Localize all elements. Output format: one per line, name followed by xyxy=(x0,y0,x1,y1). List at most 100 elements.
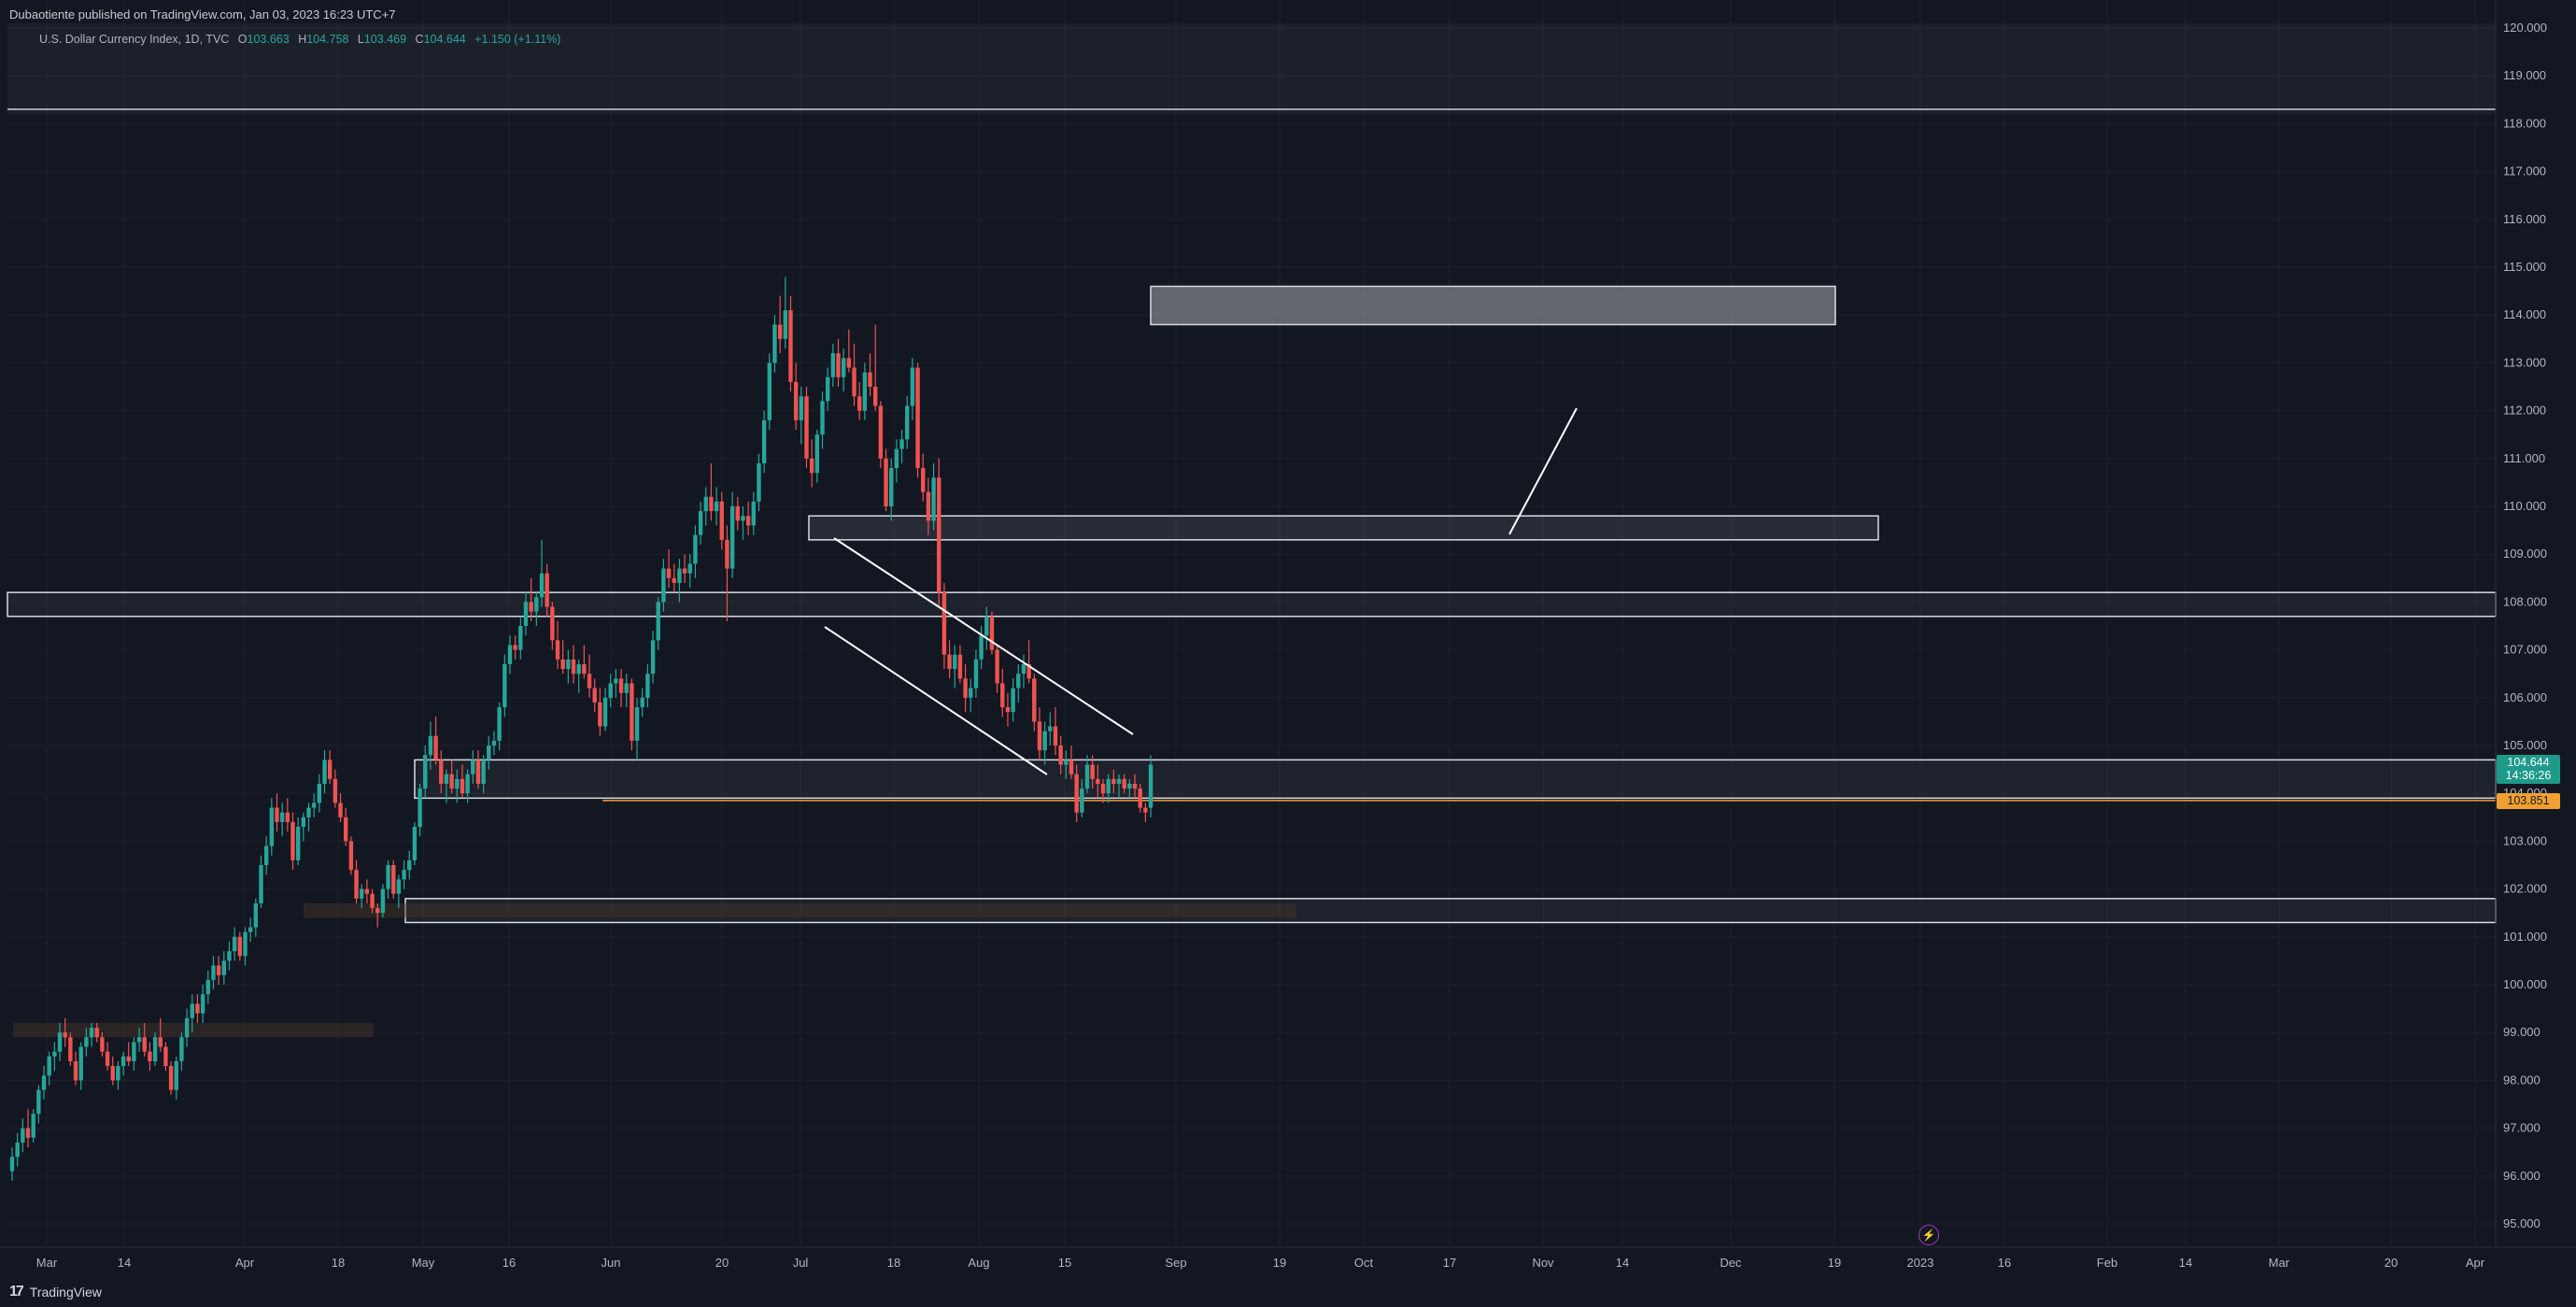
candle-body xyxy=(279,812,285,822)
zone-rect xyxy=(304,902,1296,918)
candle-body xyxy=(529,602,533,612)
candle-body xyxy=(439,760,444,784)
trendline xyxy=(833,537,1134,735)
candle-body xyxy=(608,683,613,698)
grid-layer xyxy=(7,0,2496,1247)
horizontal-line-price-tag: 103.851 xyxy=(2497,793,2560,809)
candle-body xyxy=(555,640,560,660)
candle-body xyxy=(491,740,497,746)
candle-body xyxy=(507,645,513,664)
candle-body xyxy=(729,506,735,569)
candle-body xyxy=(698,511,703,535)
candle-body xyxy=(1111,778,1116,784)
candle-body xyxy=(380,888,386,914)
x-tick-label: 14 xyxy=(2179,1256,2192,1270)
candle-body xyxy=(1069,760,1074,774)
last-price-tag: 104.644 14:36:26 xyxy=(2497,755,2560,784)
candle-body xyxy=(232,936,237,952)
tradingview-brand[interactable]: 17 TradingView xyxy=(9,1284,102,1300)
candle-body xyxy=(921,468,926,492)
candle-body xyxy=(200,994,205,1014)
candle-body xyxy=(799,396,804,420)
candle-body xyxy=(184,1017,190,1038)
candle-body xyxy=(614,678,618,684)
candle-body xyxy=(216,965,221,975)
candle-body xyxy=(624,683,629,693)
axis-layer: 95.000 96.000 97.000 98.000 99.000 100.000 101… xyxy=(36,21,2547,1270)
candle-body xyxy=(1053,726,1058,746)
candle-body xyxy=(370,893,375,909)
candle-body xyxy=(513,645,517,650)
zone-rect xyxy=(1150,285,1836,326)
candle-body xyxy=(338,803,343,817)
candle-body xyxy=(910,367,915,406)
candle-body xyxy=(63,1032,67,1038)
symbol-title[interactable]: U.S. Dollar Currency Index, 1D, TVC xyxy=(39,33,230,46)
candle-body xyxy=(94,1028,99,1038)
y-tick-label: 115.000 xyxy=(2503,260,2546,274)
candle-body xyxy=(68,1037,73,1061)
candle-body xyxy=(534,597,539,612)
candle-body xyxy=(661,568,666,603)
candle-body xyxy=(772,324,777,363)
x-tick-label: Nov xyxy=(1532,1256,1554,1270)
candle-body xyxy=(767,362,772,420)
candle-body xyxy=(375,908,380,914)
candle-body xyxy=(682,568,687,574)
candle-body xyxy=(693,534,698,564)
candle-body xyxy=(868,372,872,387)
y-tick-label: 99.000 xyxy=(2503,1025,2541,1039)
candle-body xyxy=(285,812,290,822)
x-tick-label: Mar xyxy=(2269,1256,2290,1270)
bar-countdown: 14:36:26 xyxy=(2505,769,2552,782)
candle-body xyxy=(1148,764,1154,808)
y-tick-label: 119.000 xyxy=(2503,68,2546,82)
candle-body xyxy=(475,760,481,784)
x-tick-label: 17 xyxy=(1443,1256,1456,1270)
candle-body xyxy=(761,419,767,463)
candle-body xyxy=(878,405,884,459)
candle-body xyxy=(576,663,581,675)
candle-body xyxy=(120,1056,126,1067)
x-tick-label: Jun xyxy=(602,1256,621,1270)
x-tick-label: Oct xyxy=(1354,1256,1374,1270)
candle-body xyxy=(444,774,449,784)
candle-body xyxy=(650,640,656,675)
candle-body xyxy=(407,859,412,871)
candle-body xyxy=(243,931,248,957)
candle-body xyxy=(9,1157,15,1172)
candle-body xyxy=(1064,760,1069,765)
candle-body xyxy=(423,755,428,789)
candle-body xyxy=(344,817,348,842)
candle-body xyxy=(21,1128,25,1143)
candle-body xyxy=(253,902,259,928)
lightning-icon[interactable]: ⚡ xyxy=(1918,1225,1939,1245)
candle-body xyxy=(227,951,232,961)
x-tick-label: 20 xyxy=(715,1256,729,1270)
y-tick-label: 106.000 xyxy=(2503,690,2547,704)
candle-body xyxy=(984,616,989,636)
y-tick-label: 97.000 xyxy=(2503,1121,2541,1135)
candle-body xyxy=(179,1037,184,1061)
candle-body xyxy=(1132,783,1138,789)
candle-body xyxy=(502,663,507,708)
candle-body xyxy=(1096,778,1100,784)
candle-body xyxy=(333,778,338,803)
candle-body xyxy=(1005,707,1011,713)
candle-body xyxy=(259,865,263,903)
candle-body xyxy=(263,845,269,865)
candle-body xyxy=(402,870,406,880)
candle-body xyxy=(41,1075,47,1090)
candle-body xyxy=(174,1060,178,1090)
x-tick-label: 18 xyxy=(887,1256,900,1270)
y-tick-label: 114.000 xyxy=(2503,307,2546,321)
x-tick-label: Dec xyxy=(1720,1256,1742,1270)
candle-body xyxy=(100,1037,105,1052)
zone-rect xyxy=(414,759,2497,800)
candle-body xyxy=(1016,674,1021,689)
candle-body xyxy=(523,602,529,626)
last-price-value: 104.644 xyxy=(2507,756,2550,769)
candle-body xyxy=(1048,726,1053,732)
